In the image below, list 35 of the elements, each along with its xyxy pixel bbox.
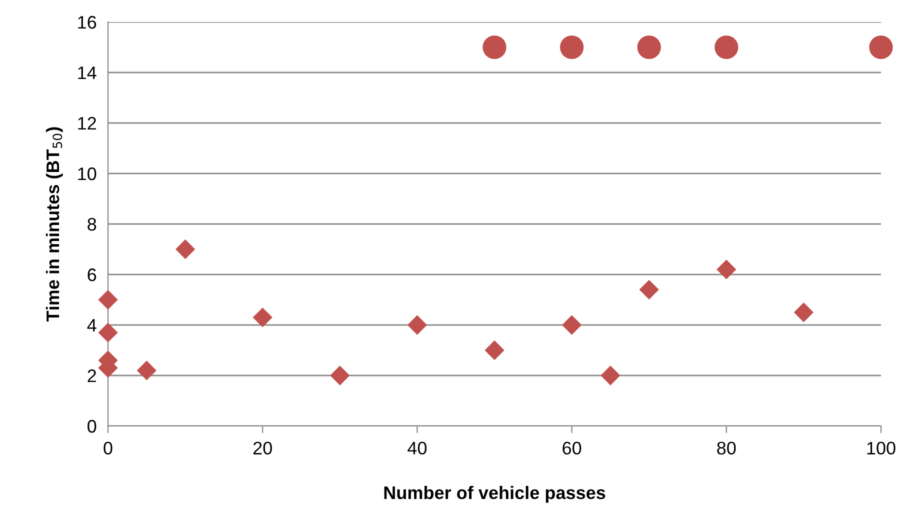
y-tick-label: 4 xyxy=(87,319,96,332)
point xyxy=(484,340,504,360)
y-tick-label: 12 xyxy=(78,116,96,130)
x-tick-label: 40 xyxy=(408,442,427,455)
x-axis-title: Number of vehicle passes xyxy=(384,486,606,503)
point xyxy=(794,302,814,322)
point xyxy=(600,366,620,386)
x-tick-label: 100 xyxy=(867,442,896,455)
point xyxy=(176,240,195,259)
point xyxy=(640,280,659,300)
y-tick-label: 10 xyxy=(78,167,96,180)
y-tick-label: 6 xyxy=(88,268,96,282)
point xyxy=(637,35,661,60)
x-tick-label: 20 xyxy=(253,442,272,455)
point xyxy=(330,366,350,386)
y-tick-label: 8 xyxy=(88,218,96,231)
y-tick-label: 2 xyxy=(88,369,96,382)
point xyxy=(253,308,272,327)
y-axis-title: Time in minutes (BT$_{50}$) xyxy=(46,127,63,322)
y-tick-label: 14 xyxy=(78,66,96,80)
point xyxy=(98,290,118,310)
y-tick-label: 0 xyxy=(88,420,96,433)
point xyxy=(716,260,736,279)
point xyxy=(714,35,738,60)
x-tick-label: 60 xyxy=(562,442,582,455)
point xyxy=(98,323,118,342)
point xyxy=(137,360,156,380)
point xyxy=(408,315,427,335)
y-tick-label: 16 xyxy=(78,16,96,29)
x-tick-label: 0 xyxy=(104,442,112,455)
point xyxy=(869,35,893,60)
point xyxy=(482,35,506,60)
point xyxy=(560,35,584,60)
point xyxy=(562,315,582,335)
x-tick-label: 80 xyxy=(717,442,736,455)
